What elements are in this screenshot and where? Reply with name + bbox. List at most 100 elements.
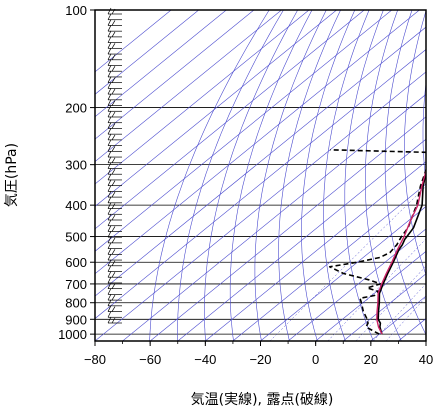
isotherm-line — [95, 10, 227, 118]
wind-barb-flag — [107, 25, 112, 32]
wind-barb-flag — [107, 196, 112, 203]
wind-barb-flag — [111, 203, 116, 209]
wind-barb-flag — [111, 100, 116, 106]
wind-barbs — [107, 7, 122, 324]
wind-barb-flag — [111, 294, 116, 301]
isotherm-line — [95, 10, 392, 252]
isotherm-line — [95, 10, 172, 73]
x-tick-label: −40 — [194, 352, 216, 367]
wind-barb-flag — [107, 173, 112, 181]
y-tick-label: 500 — [65, 230, 87, 245]
isotherm-line — [425, 340, 426, 341]
wind-barb-flag — [107, 190, 112, 198]
y-tick-label: 800 — [65, 296, 87, 311]
isotherm-line — [122, 93, 426, 341]
isotherm-line — [177, 138, 426, 341]
wind-barb-flag — [107, 30, 112, 38]
wind-barb-flag — [107, 13, 112, 20]
wind-barb-flag — [107, 316, 112, 324]
wind-barb-flag — [107, 293, 112, 301]
x-tick-label: 0 — [312, 352, 319, 367]
wind-barb-flag — [111, 54, 116, 60]
mixing-ratio-line — [327, 238, 426, 341]
wind-barb-flag — [107, 225, 112, 232]
wind-barb-flag — [107, 311, 112, 318]
x-tick-label: 40 — [419, 352, 433, 367]
dry-adiabat-line — [422, 80, 426, 184]
wind-barb-flag — [111, 237, 116, 244]
isotherm-line — [315, 250, 426, 341]
isotherm-line — [95, 10, 199, 95]
isotherm-line — [150, 116, 426, 341]
wind-barb-flag — [107, 276, 112, 284]
wind-barb-flag — [107, 93, 112, 100]
dry-adiabat-line — [323, 10, 370, 341]
wind-barb-flag — [107, 116, 112, 123]
y-tick-label: 900 — [65, 312, 87, 327]
parcel-line — [376, 168, 426, 335]
y-tick-label: 1000 — [58, 327, 87, 342]
dry-adiabat-line — [301, 10, 356, 341]
y-tick-label: 300 — [65, 158, 87, 173]
wind-barb-flag — [107, 208, 112, 215]
isotherm-line — [95, 10, 337, 207]
wind-barb-flag — [107, 231, 112, 238]
wind-barb-flag — [111, 123, 116, 129]
wind-barb-flag — [111, 31, 116, 38]
wind-barb-flag — [111, 77, 116, 83]
mixing-ratio-line — [385, 296, 426, 341]
wind-barb-flag — [107, 82, 112, 89]
dry-adiabat-line — [177, 10, 284, 341]
wind-barb-flag — [111, 317, 116, 324]
dry-adiabat-line — [344, 10, 384, 341]
profile-series — [328, 149, 426, 335]
wind-barb-flag — [111, 88, 116, 95]
isotherm-line — [95, 71, 426, 341]
wind-barb-flag — [111, 283, 116, 289]
y-tick-label: 700 — [65, 277, 87, 292]
wind-barb-flag — [111, 20, 116, 26]
wind-barb-flag — [107, 99, 112, 106]
wind-barb-flag — [107, 219, 112, 226]
wind-barb-flag — [111, 146, 116, 152]
wind-barb-flag — [107, 288, 112, 295]
wind-barb-flag — [107, 65, 112, 72]
wind-barb-flag — [111, 111, 116, 118]
dry-adiabat-line — [254, 10, 327, 341]
wind-barb-flag — [107, 59, 112, 66]
wind-barb-flag — [107, 145, 112, 152]
pressure-gridlines — [95, 9, 426, 335]
mixing-ratio-line — [269, 185, 426, 341]
x-axis-ticks: −80 −60 −40 −20 0 20 40 — [84, 341, 433, 367]
wind-barb-flag — [107, 202, 112, 209]
wind-barb-flag — [111, 43, 116, 49]
y-axis-title: 気圧(hPa) — [4, 143, 20, 207]
wind-barb-flag — [107, 122, 112, 129]
wind-barb-flag — [107, 242, 112, 249]
y-tick-label: 600 — [65, 255, 87, 270]
wind-barb-flag — [107, 76, 112, 83]
wind-barb-flag — [107, 70, 112, 78]
isotherm-line — [95, 26, 426, 297]
x-tick-label: −80 — [84, 352, 106, 367]
wind-barb-flag — [107, 19, 112, 26]
isotherm-line — [95, 10, 365, 230]
dry-adiabat-line — [149, 10, 270, 341]
isotherm-line — [260, 206, 426, 341]
y-tick-label: 400 — [65, 198, 87, 213]
isotherm-line — [95, 10, 255, 140]
wind-barb-flag — [107, 53, 112, 60]
wind-barb-flag — [107, 150, 112, 158]
wind-barb-flag — [111, 134, 116, 141]
wind-barb-flag — [107, 105, 112, 112]
wind-barb-flag — [111, 226, 116, 232]
wind-barb-flag — [111, 191, 116, 198]
wind-barb-flag — [111, 66, 116, 72]
wind-barb-flag — [107, 7, 112, 15]
dry-adiabat-line — [384, 10, 426, 336]
wind-barb-flag — [111, 157, 116, 163]
wind-barb-flag — [107, 162, 112, 169]
isotherm-line — [287, 228, 426, 341]
wind-barb-flag — [107, 179, 112, 186]
isotherm-line — [205, 161, 426, 341]
